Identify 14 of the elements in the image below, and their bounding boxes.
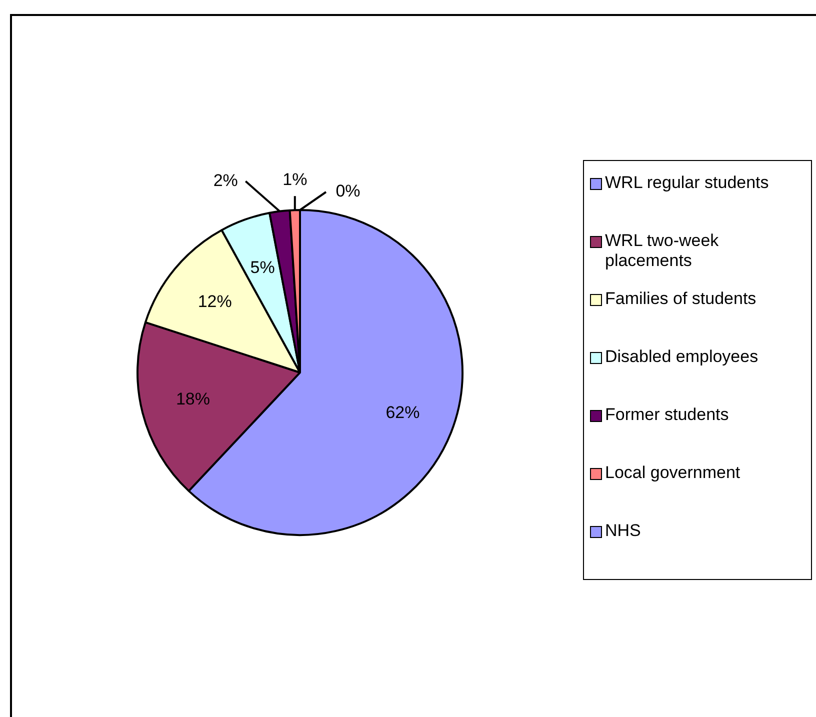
legend-label: Families of students	[605, 289, 756, 309]
text: 0%	[336, 182, 360, 201]
data-label: 2%	[213, 170, 238, 190]
legend-label: Former students	[605, 405, 729, 425]
legend-label: NHS	[605, 521, 641, 541]
data-label: 62%	[386, 402, 420, 422]
legend-label: WRL regular students	[605, 173, 769, 193]
data-label: 1%	[282, 170, 308, 189]
legend-label: WRL two-week placements	[605, 231, 720, 271]
legend-label: Local government	[605, 463, 740, 483]
data-label: 5%	[250, 258, 275, 278]
legend-label: Disabled employees	[605, 347, 758, 367]
data-label: 12%	[198, 292, 232, 311]
data-label: 18%	[176, 390, 210, 409]
